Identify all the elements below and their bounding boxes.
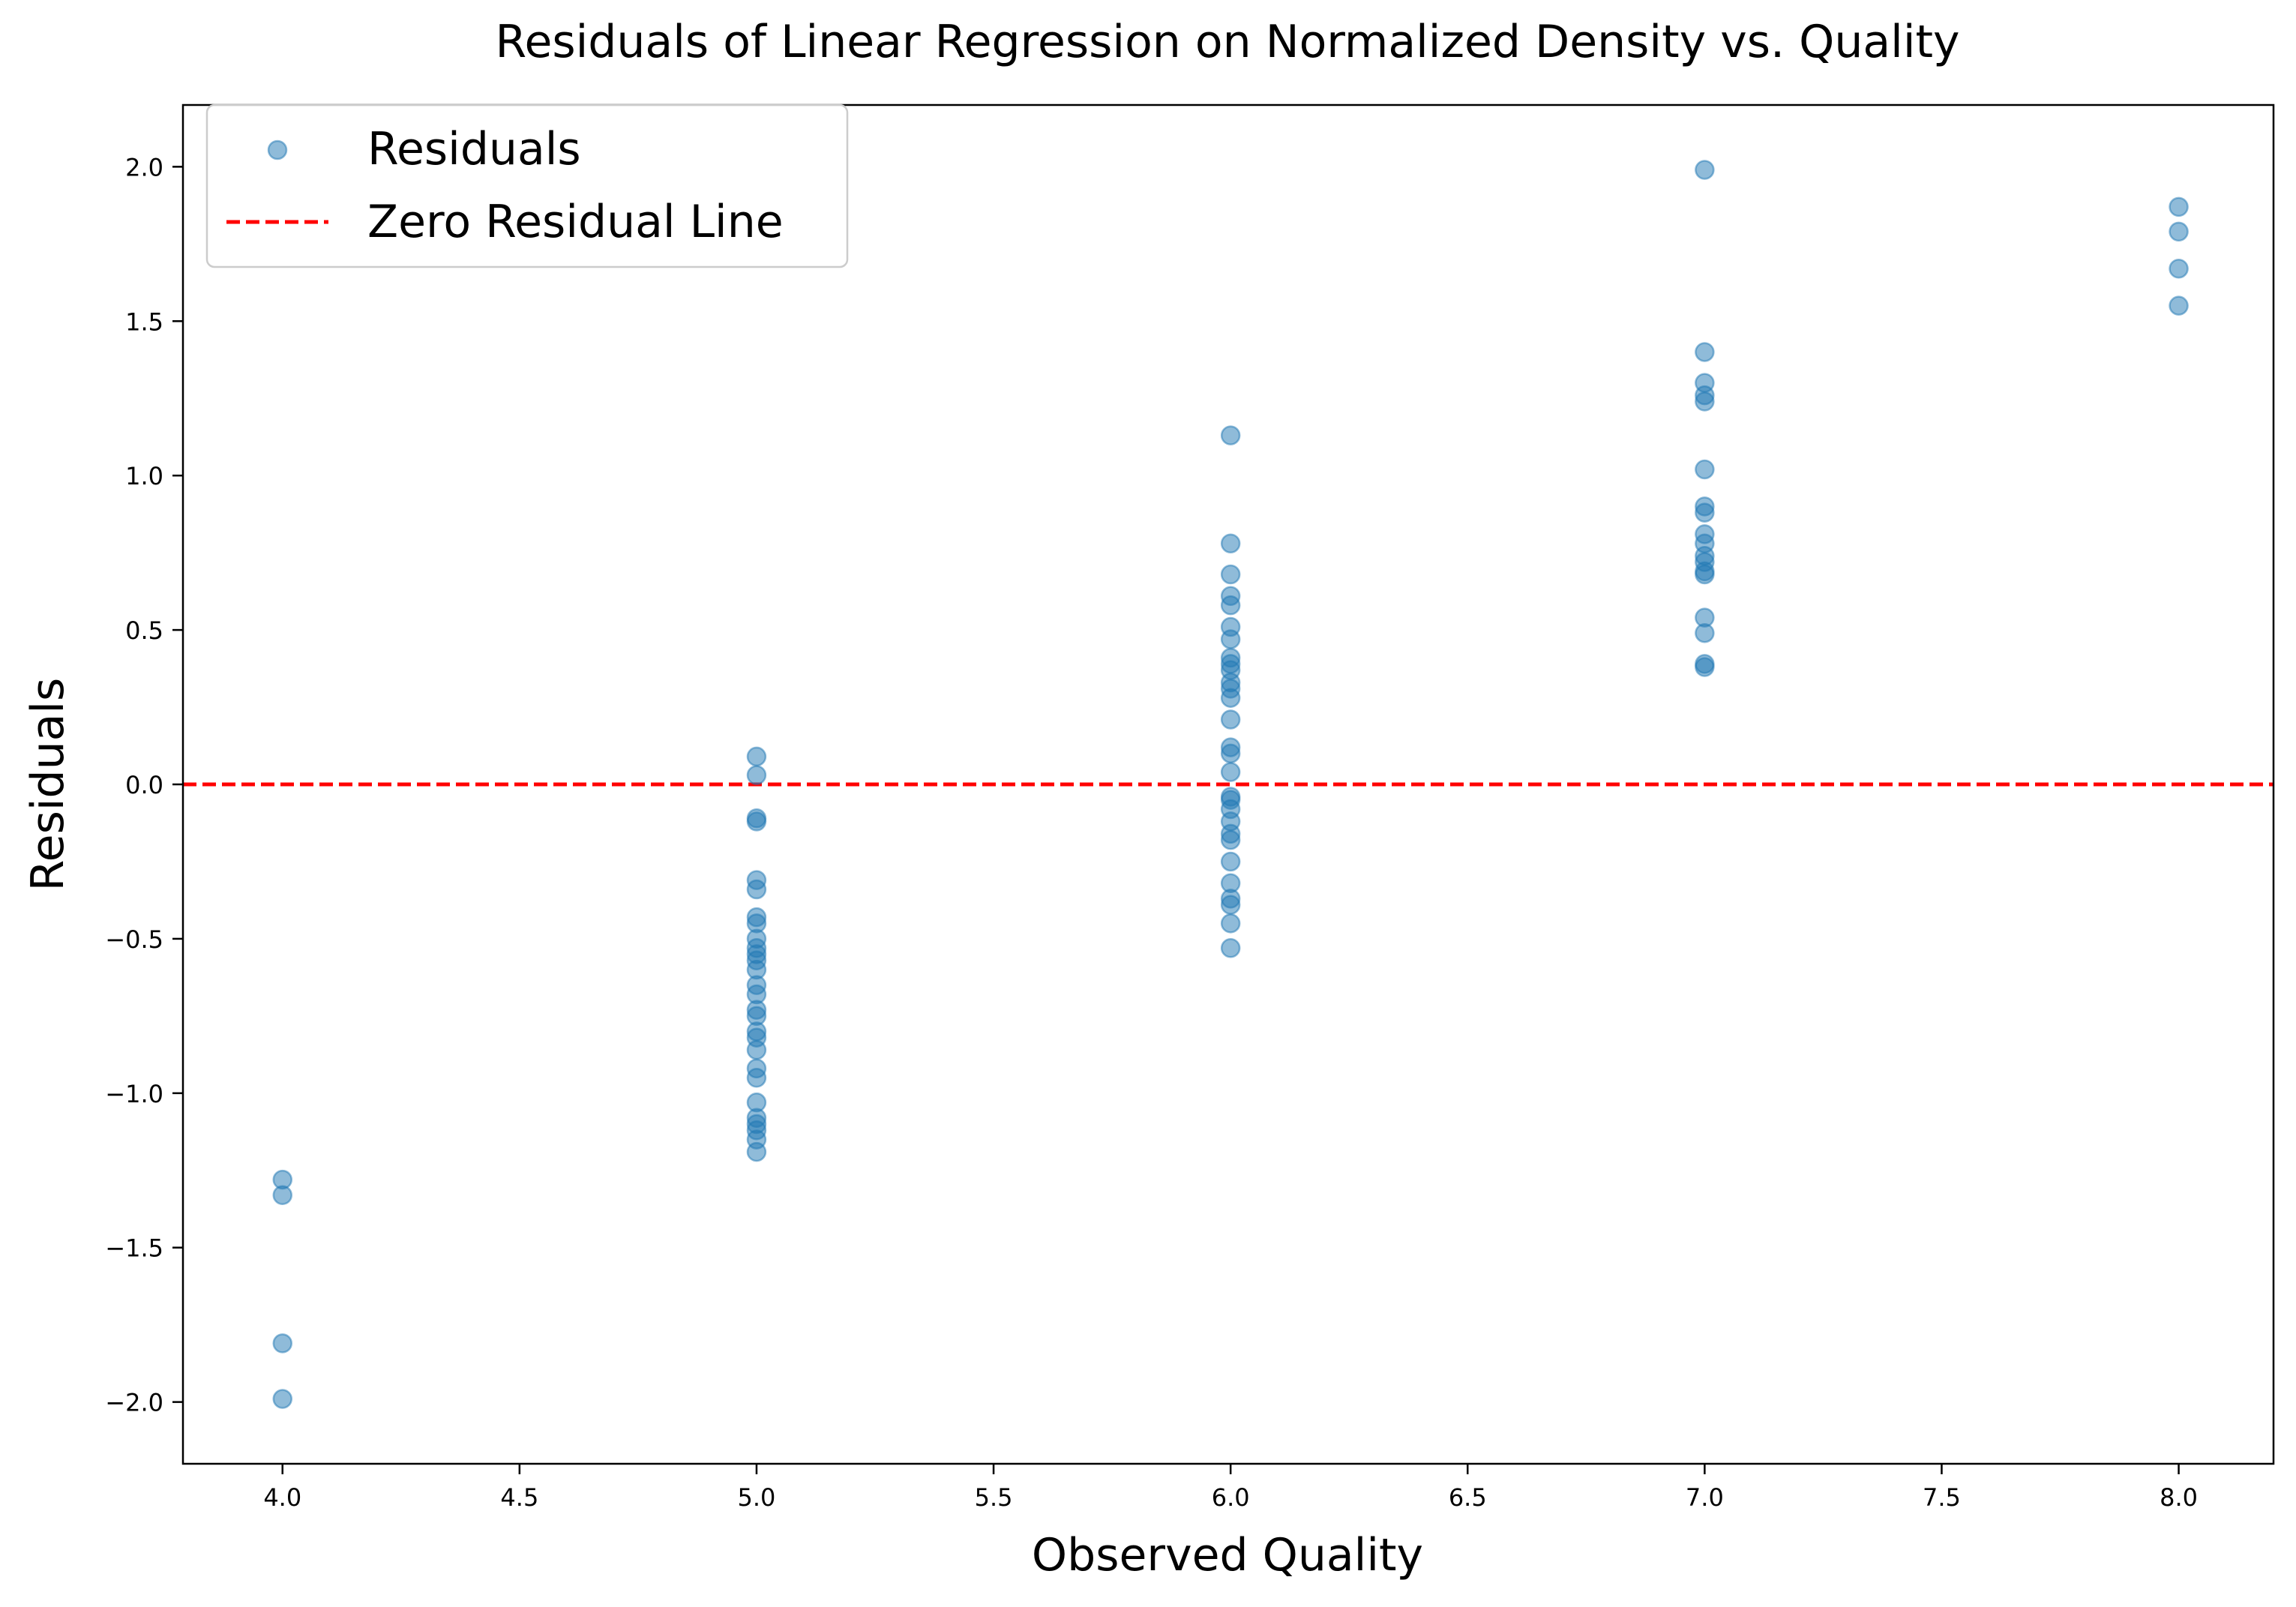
residual-point bbox=[272, 1333, 293, 1354]
residual-point bbox=[1695, 342, 1715, 362]
y-tick-label: −1.5 bbox=[105, 1234, 163, 1263]
residual-point bbox=[1695, 459, 1715, 480]
y-tick-label: 1.0 bbox=[125, 462, 163, 490]
y-axis-label: Residuals bbox=[22, 678, 74, 892]
residual-point bbox=[1695, 564, 1715, 585]
x-axis: 4.0 4.5 5.0 5.5 6.0 6.5 7.0 7.5 8.0 bbox=[263, 1464, 2198, 1512]
x-tick-label: 6.5 bbox=[1449, 1483, 1487, 1512]
residual-point bbox=[1695, 502, 1715, 523]
residual-point bbox=[1220, 688, 1241, 708]
residual-point bbox=[746, 811, 767, 832]
residual-point bbox=[1220, 829, 1241, 850]
residual-point bbox=[272, 1185, 293, 1205]
residual-point bbox=[1695, 391, 1715, 412]
residual-point bbox=[2169, 196, 2189, 217]
residual-point bbox=[1220, 762, 1241, 782]
legend: Residuals Zero Residual Line bbox=[205, 103, 849, 268]
plot-area: −2.0 −1.5 −1.0 −0.5 0.0 0.5 1.0 1.5 2.0 4.0 4.5 5.… bbox=[105, 103, 2275, 1512]
chart-title: Residuals of Linear Regression on Normal… bbox=[495, 16, 1959, 68]
x-tick-label: 4.5 bbox=[500, 1483, 538, 1512]
residual-point bbox=[1220, 629, 1241, 649]
residual-point bbox=[1220, 595, 1241, 616]
residual-point bbox=[272, 1389, 293, 1409]
residual-point bbox=[1220, 938, 1241, 958]
residual-point bbox=[1220, 851, 1241, 872]
legend-box bbox=[205, 103, 849, 268]
y-tick-label: −1.0 bbox=[105, 1080, 163, 1108]
y-tick-label: −0.5 bbox=[105, 925, 163, 954]
residual-points bbox=[272, 160, 2189, 1409]
x-axis-label: Observed Quality bbox=[1032, 1529, 1423, 1582]
residual-point bbox=[1220, 743, 1241, 764]
residual-point bbox=[1220, 425, 1241, 445]
residual-point bbox=[1695, 622, 1715, 643]
residual-point bbox=[1695, 657, 1715, 677]
x-tick-label: 8.0 bbox=[2160, 1483, 2198, 1512]
y-tick-label: 2.0 bbox=[125, 153, 163, 181]
legend-marker-residuals bbox=[267, 139, 288, 160]
x-tick-label: 5.0 bbox=[738, 1483, 776, 1512]
x-tick-label: 7.5 bbox=[1923, 1483, 1961, 1512]
residual-point bbox=[746, 1141, 767, 1162]
residual-point bbox=[2169, 295, 2189, 316]
residual-point bbox=[746, 1039, 767, 1060]
x-tick-label: 4.0 bbox=[263, 1483, 301, 1512]
residual-point bbox=[2169, 221, 2189, 242]
y-tick-label: −2.0 bbox=[105, 1389, 163, 1417]
legend-label-zero-residual: Zero Residual Line bbox=[367, 196, 784, 248]
y-tick-label: 1.5 bbox=[125, 307, 163, 336]
residual-point bbox=[746, 1067, 767, 1088]
residual-point bbox=[1220, 709, 1241, 730]
y-tick-label: 0.0 bbox=[125, 771, 163, 799]
residual-point bbox=[1220, 533, 1241, 554]
x-tick-label: 7.0 bbox=[1686, 1483, 1724, 1512]
x-tick-label: 5.5 bbox=[975, 1483, 1013, 1512]
residual-point bbox=[746, 879, 767, 900]
y-tick-label: 0.5 bbox=[125, 616, 163, 645]
residual-point bbox=[746, 746, 767, 767]
residual-point bbox=[1220, 913, 1241, 934]
residual-point bbox=[1695, 160, 1715, 180]
residual-point bbox=[2169, 259, 2189, 279]
y-axis: −2.0 −1.5 −1.0 −0.5 0.0 0.5 1.0 1.5 2.0 bbox=[105, 153, 183, 1417]
residual-point bbox=[1220, 895, 1241, 915]
plot-frame bbox=[181, 103, 2275, 1465]
x-tick-label: 6.0 bbox=[1212, 1483, 1250, 1512]
residual-point bbox=[1220, 564, 1241, 585]
residual-point bbox=[746, 765, 767, 785]
legend-label-residuals: Residuals bbox=[367, 123, 581, 175]
